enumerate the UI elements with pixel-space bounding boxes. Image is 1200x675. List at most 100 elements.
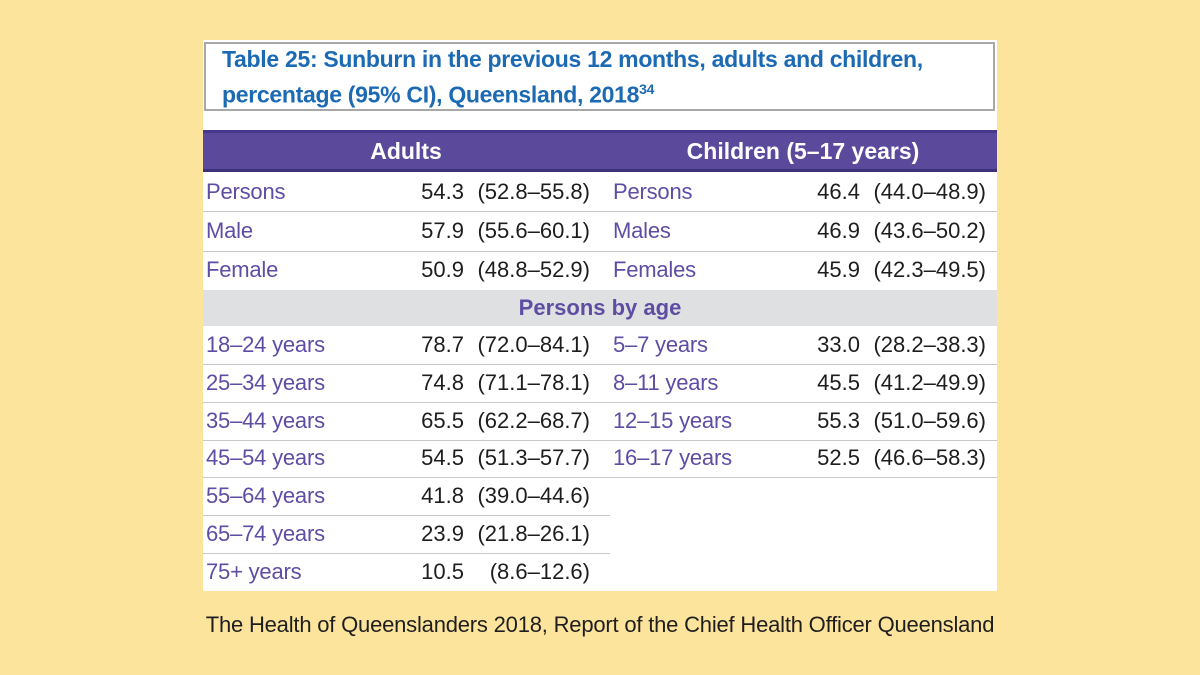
table-card: Table 25: Sunburn in the previous 12 mon… [203, 40, 997, 591]
adult-row-label: 75+ years [206, 558, 302, 584]
child-row-label: Females [613, 257, 696, 283]
child-row-label: Persons [613, 178, 693, 204]
table-row-persons: Persons 54.3 (52.8–55.8) Persons 46.4 (44.… [203, 172, 997, 211]
adult-percent: 78.7 [421, 331, 464, 357]
child-percent: 45.9 [817, 257, 860, 283]
child-value: 46.9 (43.6–50.2) [814, 218, 986, 244]
adult-percent: 41.8 [421, 483, 464, 509]
adults-cell: 55–64 years 41.8 (39.0–44.6) [203, 477, 610, 515]
adult-percent: 50.9 [421, 257, 464, 283]
children-cell: Females 45.9 (42.3–49.5) [610, 251, 997, 290]
adult-row-label: 35–44 years [206, 407, 325, 433]
child-value: 45.9 (42.3–49.5) [814, 257, 986, 283]
adults-cell: 65–74 years 23.9 (21.8–26.1) [203, 515, 610, 553]
adult-percent: 74.8 [421, 369, 464, 395]
children-cell-empty [610, 477, 997, 515]
child-percent: 52.5 [817, 445, 860, 471]
table-title-line2-wrap: percentage (95% CI), Queensland, 201834 [222, 74, 993, 110]
adult-value: 78.7 (72.0–84.1) [418, 332, 590, 358]
adult-value: 41.8 (39.0–44.6) [418, 483, 590, 509]
adult-row-label: 45–54 years [206, 445, 325, 471]
adult-row-label: Female [206, 257, 279, 283]
section-header-persons-by-age: Persons by age [203, 290, 997, 326]
table-row-male: Male 57.9 (55.6–60.1) Males 46.9 (43.6–50.… [203, 211, 997, 250]
table-row-age-75plus: 75+ years 10.5 (8.6–12.6) [203, 553, 997, 591]
child-ci: (46.6–58.3) [873, 445, 986, 471]
child-value: 52.5 (46.6–58.3) [814, 445, 986, 471]
child-percent: 45.5 [817, 369, 860, 395]
child-percent: 33.0 [817, 331, 860, 357]
adult-ci: (21.8–26.1) [477, 521, 590, 547]
adult-value: 23.9 (21.8–26.1) [418, 521, 590, 547]
table-row-age-65-74: 65–74 years 23.9 (21.8–26.1) [203, 515, 997, 553]
column-header-adults: Adults [370, 137, 442, 164]
adult-row-label: 18–24 years [206, 331, 325, 357]
adult-row-label: 25–34 years [206, 369, 325, 395]
child-value: 46.4 (44.0–48.9) [814, 179, 986, 205]
adult-value: 10.5 (8.6–12.6) [418, 559, 590, 585]
adults-cell: 35–44 years 65.5 (62.2–68.7) [203, 402, 610, 440]
adult-ci: (55.6–60.1) [477, 217, 590, 243]
adult-value: 50.9 (48.8–52.9) [418, 257, 590, 283]
table-row-age-55-64: 55–64 years 41.8 (39.0–44.6) [203, 477, 997, 515]
adult-value: 57.9 (55.6–60.1) [418, 218, 590, 244]
child-percent: 55.3 [817, 407, 860, 433]
children-cell: 5–7 years 33.0 (28.2–38.3) [610, 326, 997, 364]
adult-value: 54.3 (52.8–55.8) [418, 179, 590, 205]
adult-ci: (52.8–55.8) [477, 178, 590, 204]
adult-row-label: Persons [206, 178, 286, 204]
children-cell: 16–17 years 52.5 (46.6–58.3) [610, 440, 997, 478]
child-ci: (43.6–50.2) [873, 217, 986, 243]
table-row-female: Female 50.9 (48.8–52.9) Females 45.9 (42.3… [203, 250, 997, 290]
adult-ci: (72.0–84.1) [477, 331, 590, 357]
table-row-age-45-54: 45–54 years 54.5 (51.3–57.7) 16–17 years … [203, 439, 997, 478]
children-cell-empty [610, 515, 997, 553]
child-ci: (28.2–38.3) [873, 331, 986, 357]
adult-ci: (39.0–44.6) [477, 483, 590, 509]
adults-cell: Persons 54.3 (52.8–55.8) [203, 172, 610, 211]
adults-cell: Female 50.9 (48.8–52.9) [203, 251, 610, 290]
table-title-line1: Table 25: Sunburn in the previous 12 mon… [222, 45, 923, 72]
adult-ci: (51.3–57.7) [477, 445, 590, 471]
child-row-label: 12–15 years [613, 407, 732, 433]
age-rows-group: 18–24 years 78.7 (72.0–84.1) 5–7 years 33… [203, 326, 997, 591]
adult-value: 74.8 (71.1–78.1) [418, 370, 590, 396]
adults-cell: Male 57.9 (55.6–60.1) [203, 211, 610, 250]
child-row-label: 16–17 years [613, 445, 732, 471]
children-cell-empty [610, 553, 997, 591]
child-row-label: Males [613, 217, 671, 243]
source-caption: The Health of Queenslanders 2018, Report… [205, 612, 995, 637]
adults-cell: 75+ years 10.5 (8.6–12.6) [203, 553, 610, 591]
adults-cell: 45–54 years 54.5 (51.3–57.7) [203, 440, 610, 478]
child-percent: 46.9 [817, 217, 860, 243]
children-cell: Persons 46.4 (44.0–48.9) [610, 172, 997, 211]
child-ci: (42.3–49.5) [873, 257, 986, 283]
table-row-age-35-44: 35–44 years 65.5 (62.2–68.7) 12–15 years … [203, 401, 997, 440]
adult-percent: 23.9 [421, 521, 464, 547]
sex-rows-group: Persons 54.3 (52.8–55.8) Persons 46.4 (44.… [203, 172, 997, 290]
adult-ci: (48.8–52.9) [477, 257, 590, 283]
adult-value: 54.5 (51.3–57.7) [418, 445, 590, 471]
adult-row-label: Male [206, 217, 253, 243]
title-footnote-ref: 34 [639, 80, 655, 97]
child-value: 55.3 (51.0–59.6) [814, 408, 986, 434]
adult-ci: (71.1–78.1) [477, 369, 590, 395]
table-row-age-18-24: 18–24 years 78.7 (72.0–84.1) 5–7 years 33… [203, 326, 997, 364]
child-row-label: 8–11 years [613, 369, 719, 395]
adult-percent: 54.3 [421, 178, 464, 204]
child-ci: (51.0–59.6) [873, 407, 986, 433]
table-header-band: Adults Children (5–17 years) [203, 130, 997, 172]
child-value: 45.5 (41.2–49.9) [814, 370, 986, 396]
adult-ci: (8.6–12.6) [489, 558, 590, 584]
adult-row-label: 55–64 years [206, 483, 325, 509]
adult-percent: 10.5 [421, 558, 464, 584]
table-title: Table 25: Sunburn in the previous 12 mon… [204, 42, 995, 111]
adult-percent: 65.5 [421, 407, 464, 433]
adults-cell: 25–34 years 74.8 (71.1–78.1) [203, 364, 610, 402]
child-ci: (41.2–49.9) [873, 369, 986, 395]
child-row-label: 5–7 years [613, 331, 708, 357]
adult-percent: 54.5 [421, 445, 464, 471]
children-cell: Males 46.9 (43.6–50.2) [610, 211, 997, 250]
adult-percent: 57.9 [421, 217, 464, 243]
children-cell: 8–11 years 45.5 (41.2–49.9) [610, 364, 997, 402]
